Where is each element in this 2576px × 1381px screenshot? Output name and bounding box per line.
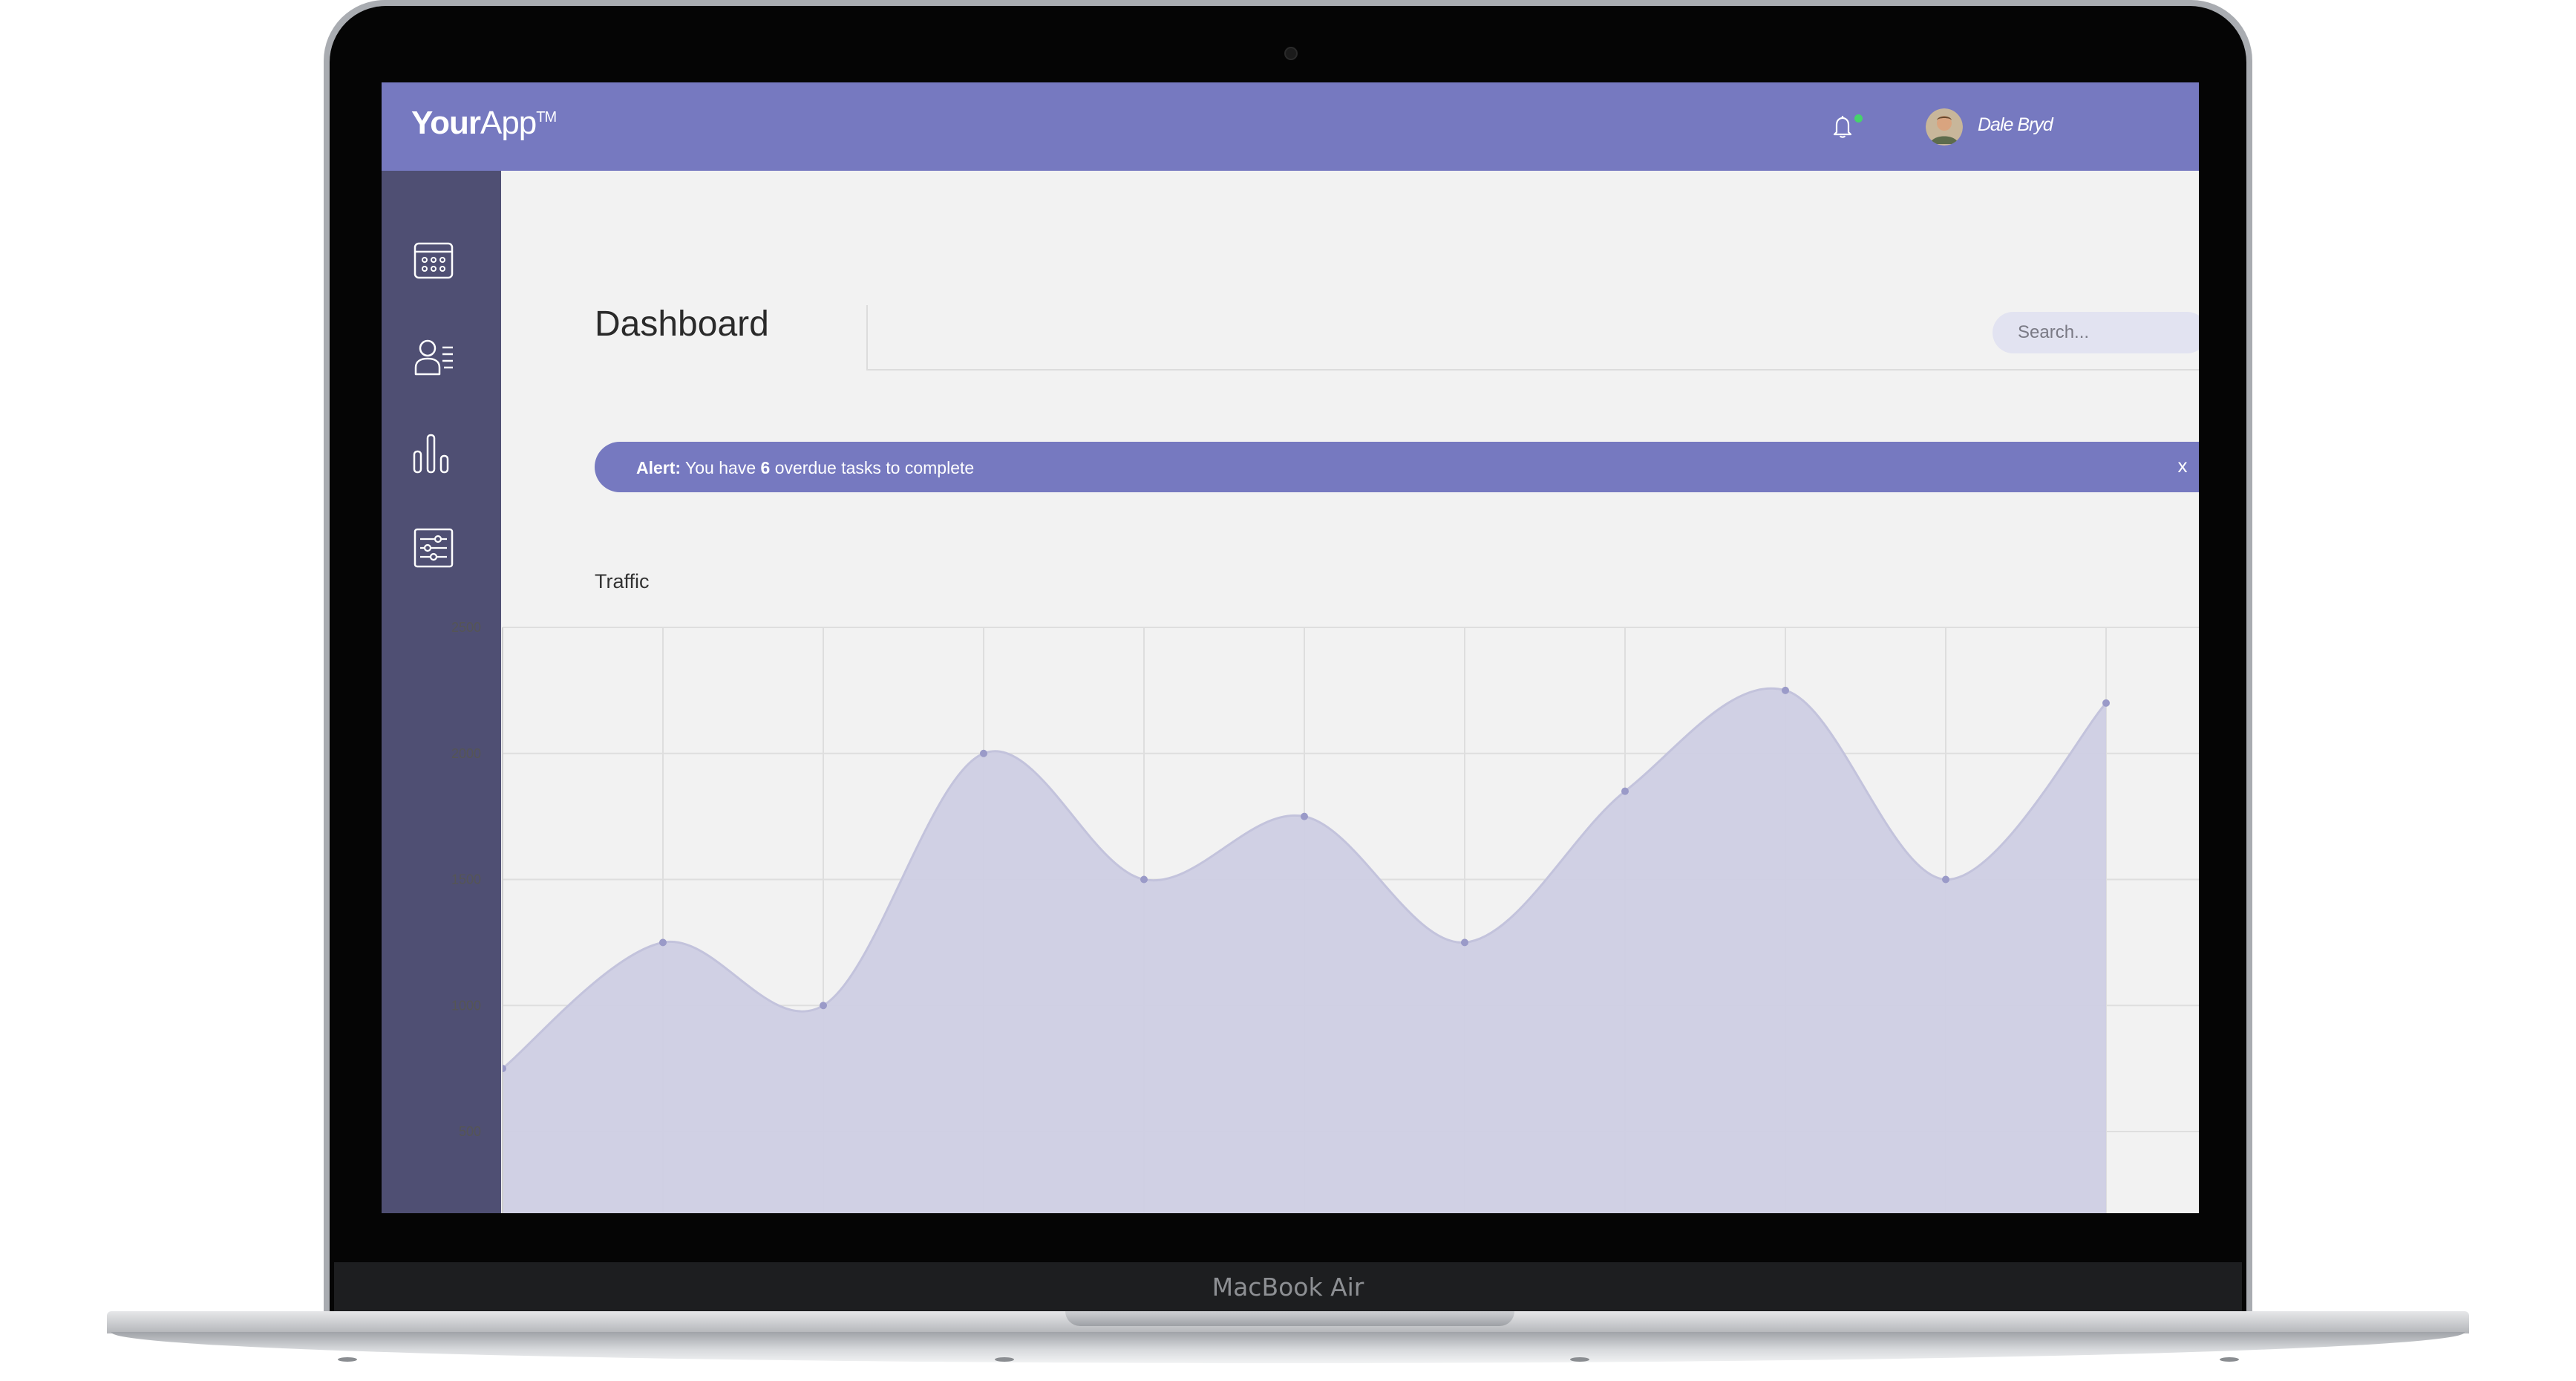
- avatar[interactable]: [1926, 108, 1963, 146]
- bell-icon[interactable]: [1828, 111, 1857, 141]
- data-point: [1621, 787, 1629, 795]
- laptop-notch: [1065, 1311, 1514, 1326]
- data-point: [1140, 875, 1148, 884]
- logo-trademark: TM: [536, 109, 557, 125]
- logo-bold-text: Your: [411, 105, 481, 141]
- y-tick-label: 2500: [451, 620, 481, 635]
- header-divider: [866, 305, 2199, 370]
- data-point: [659, 938, 667, 947]
- camera-icon: [1284, 47, 1298, 60]
- y-tick-label: 2000: [451, 746, 481, 761]
- laptop-foot: [995, 1357, 1014, 1362]
- close-icon[interactable]: x: [2177, 454, 2188, 477]
- traffic-area: [503, 688, 2106, 1213]
- notification-dot: [1854, 114, 1863, 123]
- user-name[interactable]: Dale Bryd: [1978, 114, 2053, 135]
- search-input[interactable]: [1993, 312, 2199, 353]
- alert-text-after: overdue tasks to complete: [770, 458, 975, 477]
- y-tick-label: 500: [459, 1124, 481, 1139]
- laptop-chin: [334, 1262, 2242, 1313]
- user-list-icon[interactable]: [411, 334, 456, 379]
- sidebar: [382, 171, 501, 1213]
- alert-banner: Alert: You have 6 overdue tasks to compl…: [595, 442, 2199, 492]
- model-label: MacBook Air: [1212, 1273, 1364, 1302]
- alert-label: Alert:: [636, 458, 681, 477]
- data-point: [820, 1002, 827, 1010]
- bar-chart-icon[interactable]: [411, 431, 456, 475]
- y-tick-label: 1000: [451, 998, 481, 1013]
- laptop-foot: [338, 1357, 357, 1362]
- y-tick-label: 1500: [451, 872, 481, 887]
- calendar-icon[interactable]: [411, 238, 456, 282]
- data-point: [980, 749, 987, 757]
- alert-text-before: You have: [681, 458, 761, 477]
- laptop-base-edge: [111, 1332, 2465, 1363]
- page-title: Dashboard: [595, 304, 769, 344]
- settings-sliders-icon[interactable]: [411, 526, 456, 570]
- laptop-foot: [1570, 1357, 1589, 1362]
- data-point: [1942, 875, 1949, 884]
- chart-title: Traffic: [595, 570, 650, 592]
- data-point: [503, 1065, 506, 1073]
- app-logo[interactable]: YourAppTM: [411, 105, 557, 142]
- data-point: [1782, 686, 1789, 694]
- data-point: [1461, 938, 1468, 947]
- alert-message: Alert: You have 6 overdue tasks to compl…: [636, 458, 974, 478]
- data-point: [1301, 812, 1308, 820]
- data-point: [2102, 699, 2110, 707]
- laptop-foot: [2220, 1357, 2239, 1362]
- alert-count: 6: [760, 458, 771, 477]
- top-bar: YourAppTM Dale Bryd: [382, 82, 2199, 171]
- app-screen: YourAppTM Dale Bryd: [382, 82, 2199, 1213]
- logo-light-text: App: [480, 105, 537, 141]
- traffic-chart: 500 1000 1500 2000 2500: [451, 620, 2199, 1213]
